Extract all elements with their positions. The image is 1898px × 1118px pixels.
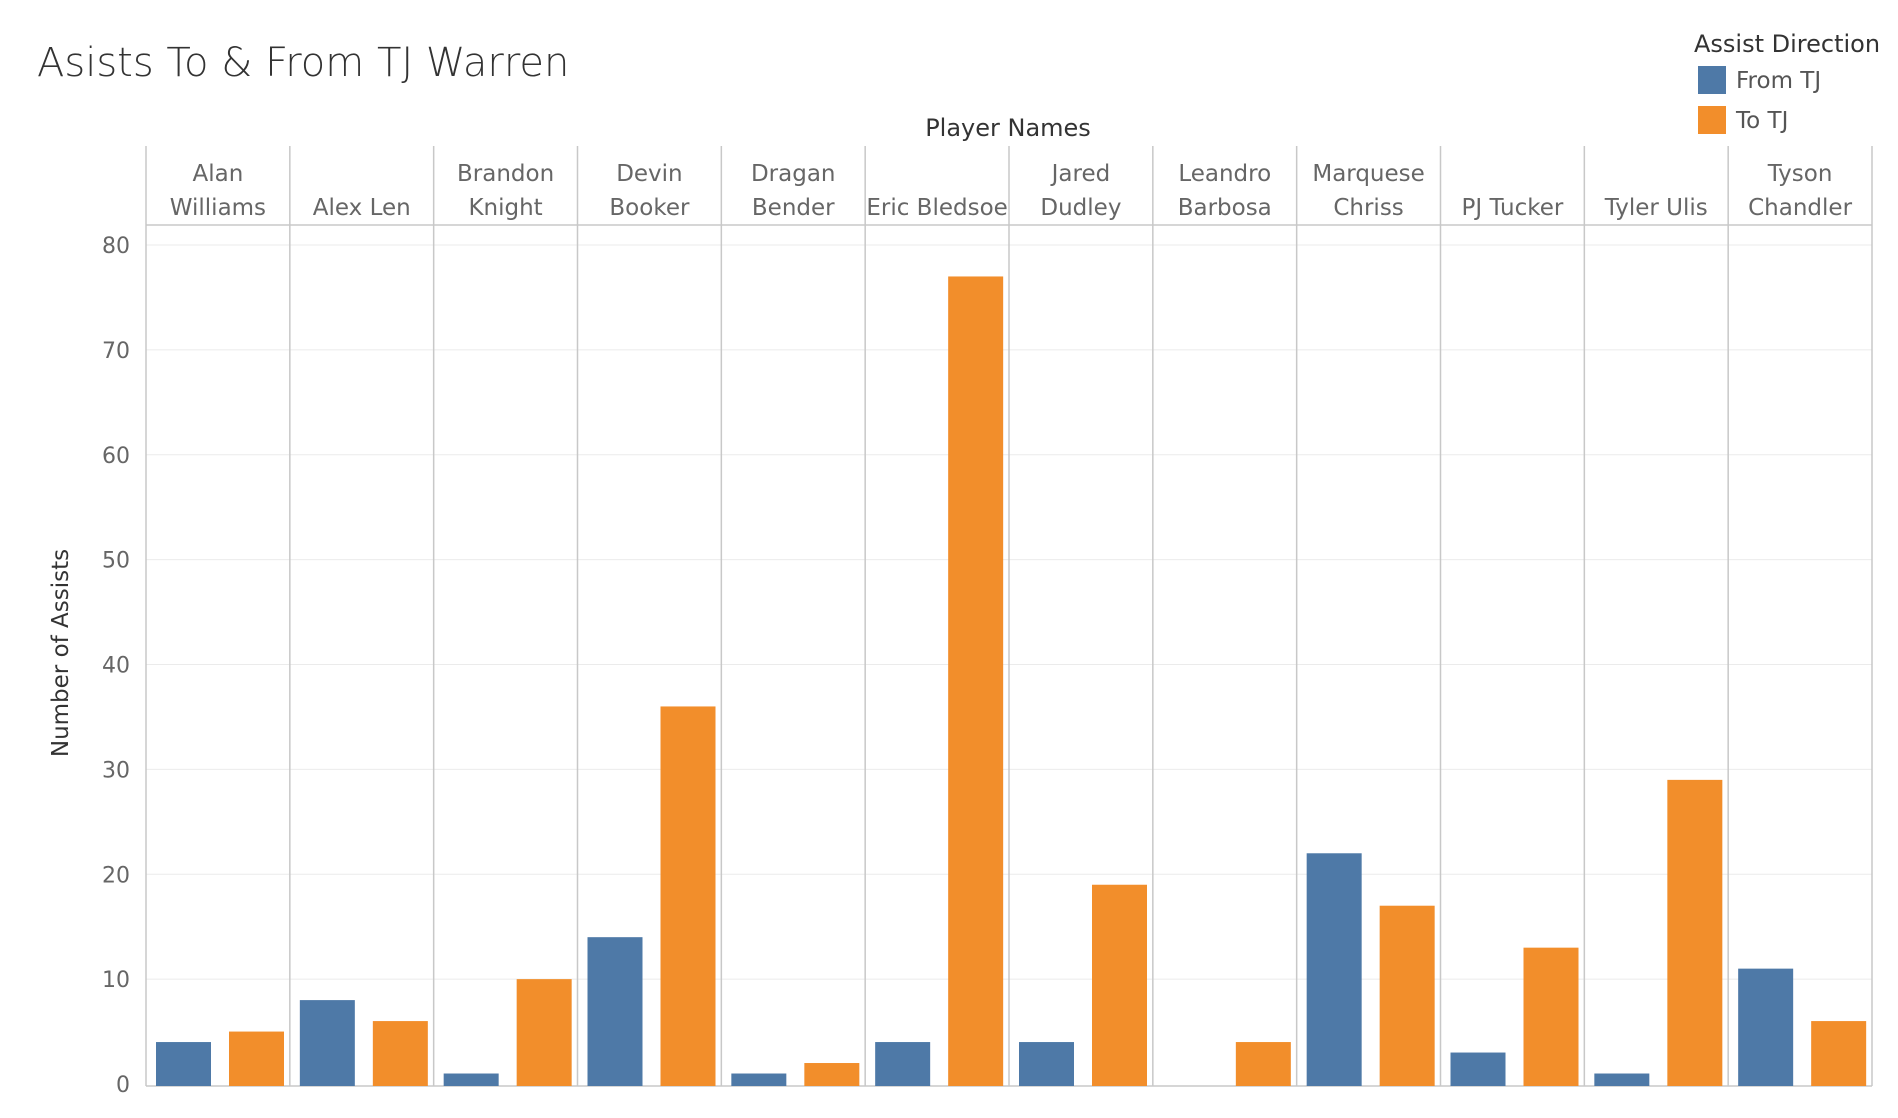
- bar-from-tj[interactable]: From TJ: 1: [1594, 1073, 1650, 1086]
- bar-from-tj[interactable]: From TJ: 11: [1738, 968, 1794, 1086]
- bar-to-tj[interactable]: To TJ: 6: [372, 1021, 428, 1086]
- category-label: Devin: [616, 161, 682, 187]
- y-tick-label: 0: [116, 1073, 130, 1098]
- y-tick-label: 70: [102, 339, 130, 364]
- chart-title: Asists To & From TJ Warren: [37, 40, 569, 86]
- bar-from-tj[interactable]: From TJ: 4: [1019, 1042, 1074, 1086]
- legend[interactable]: Assist Direction From TJ To TJ: [1694, 30, 1880, 134]
- bar-from-tj[interactable]: From TJ: 8: [299, 1000, 355, 1086]
- category-label: Williams: [170, 195, 266, 221]
- category-label: Eric Bledsoe: [866, 195, 1007, 221]
- bar-from-tj[interactable]: From TJ: 14: [587, 937, 643, 1086]
- y-tick-label: 80: [102, 234, 130, 259]
- category-label: Knight: [468, 195, 542, 221]
- y-tick-label: 30: [102, 758, 130, 783]
- category-label: Chandler: [1748, 195, 1852, 221]
- bar-to-tj[interactable]: To TJ: 29: [1667, 779, 1723, 1086]
- y-tick-label: 40: [102, 654, 130, 679]
- bar-from-tj[interactable]: From TJ: 1: [443, 1073, 499, 1086]
- legend-label[interactable]: From TJ: [1736, 68, 1821, 94]
- bar-to-tj[interactable]: To TJ: 4: [1235, 1042, 1291, 1086]
- category-label: Marquese: [1312, 161, 1424, 187]
- category-label: Brandon: [457, 161, 554, 187]
- category-label: Alan: [193, 161, 244, 187]
- category-label: PJ Tucker: [1461, 195, 1563, 221]
- bar-to-tj[interactable]: To TJ: 10: [516, 979, 572, 1086]
- bar-from-tj[interactable]: From TJ: 1: [731, 1073, 787, 1086]
- bar-to-tj[interactable]: To TJ: 77: [948, 276, 1004, 1086]
- bar-to-tj[interactable]: To TJ: 5: [229, 1031, 284, 1086]
- bar-from-tj[interactable]: From TJ: 4: [875, 1042, 931, 1086]
- category-label: Jared: [1050, 161, 1111, 187]
- y-tick-label: 60: [102, 444, 130, 469]
- y-tick-label: 50: [102, 549, 130, 574]
- category-label: Dudley: [1040, 195, 1121, 221]
- category-label: Bender: [752, 195, 835, 221]
- y-tick-label: 10: [102, 968, 130, 993]
- category-label: Alex Len: [313, 195, 411, 221]
- bar-to-tj[interactable]: To TJ: 19: [1092, 884, 1147, 1086]
- category-label: Tyler Ulis: [1604, 195, 1708, 221]
- bar-to-tj[interactable]: To TJ: 36: [660, 706, 716, 1086]
- category-label: Dragan: [751, 161, 836, 187]
- legend-label[interactable]: To TJ: [1735, 108, 1788, 134]
- bar-to-tj[interactable]: To TJ: 6: [1811, 1021, 1867, 1086]
- bar-to-tj[interactable]: To TJ: 2: [804, 1063, 860, 1086]
- category-label: Tyson: [1767, 161, 1833, 187]
- bar-from-tj[interactable]: From TJ: 4: [156, 1042, 211, 1086]
- legend-title: Assist Direction: [1694, 30, 1880, 58]
- column-header: Player Names: [925, 114, 1091, 142]
- legend-swatch[interactable]: [1698, 66, 1726, 94]
- bar-to-tj[interactable]: To TJ: 13: [1523, 947, 1579, 1086]
- bar-to-tj[interactable]: To TJ: 17: [1379, 905, 1435, 1086]
- bar-from-tj[interactable]: From TJ: 3: [1450, 1052, 1506, 1086]
- plot-area: 0 10 20 30 40 50 60 70 80 Alan Williams Alex Len Bra…: [102, 146, 1873, 1098]
- category-label: Booker: [609, 195, 690, 221]
- bar-from-tj[interactable]: From TJ: 22: [1306, 853, 1362, 1086]
- y-axis-title: Number of Assists: [48, 549, 74, 757]
- category-label: Chriss: [1333, 195, 1403, 221]
- y-tick-label: 20: [102, 863, 130, 888]
- legend-swatch[interactable]: [1698, 106, 1726, 134]
- category-label: Leandro: [1178, 161, 1271, 187]
- category-label: Barbosa: [1178, 195, 1272, 221]
